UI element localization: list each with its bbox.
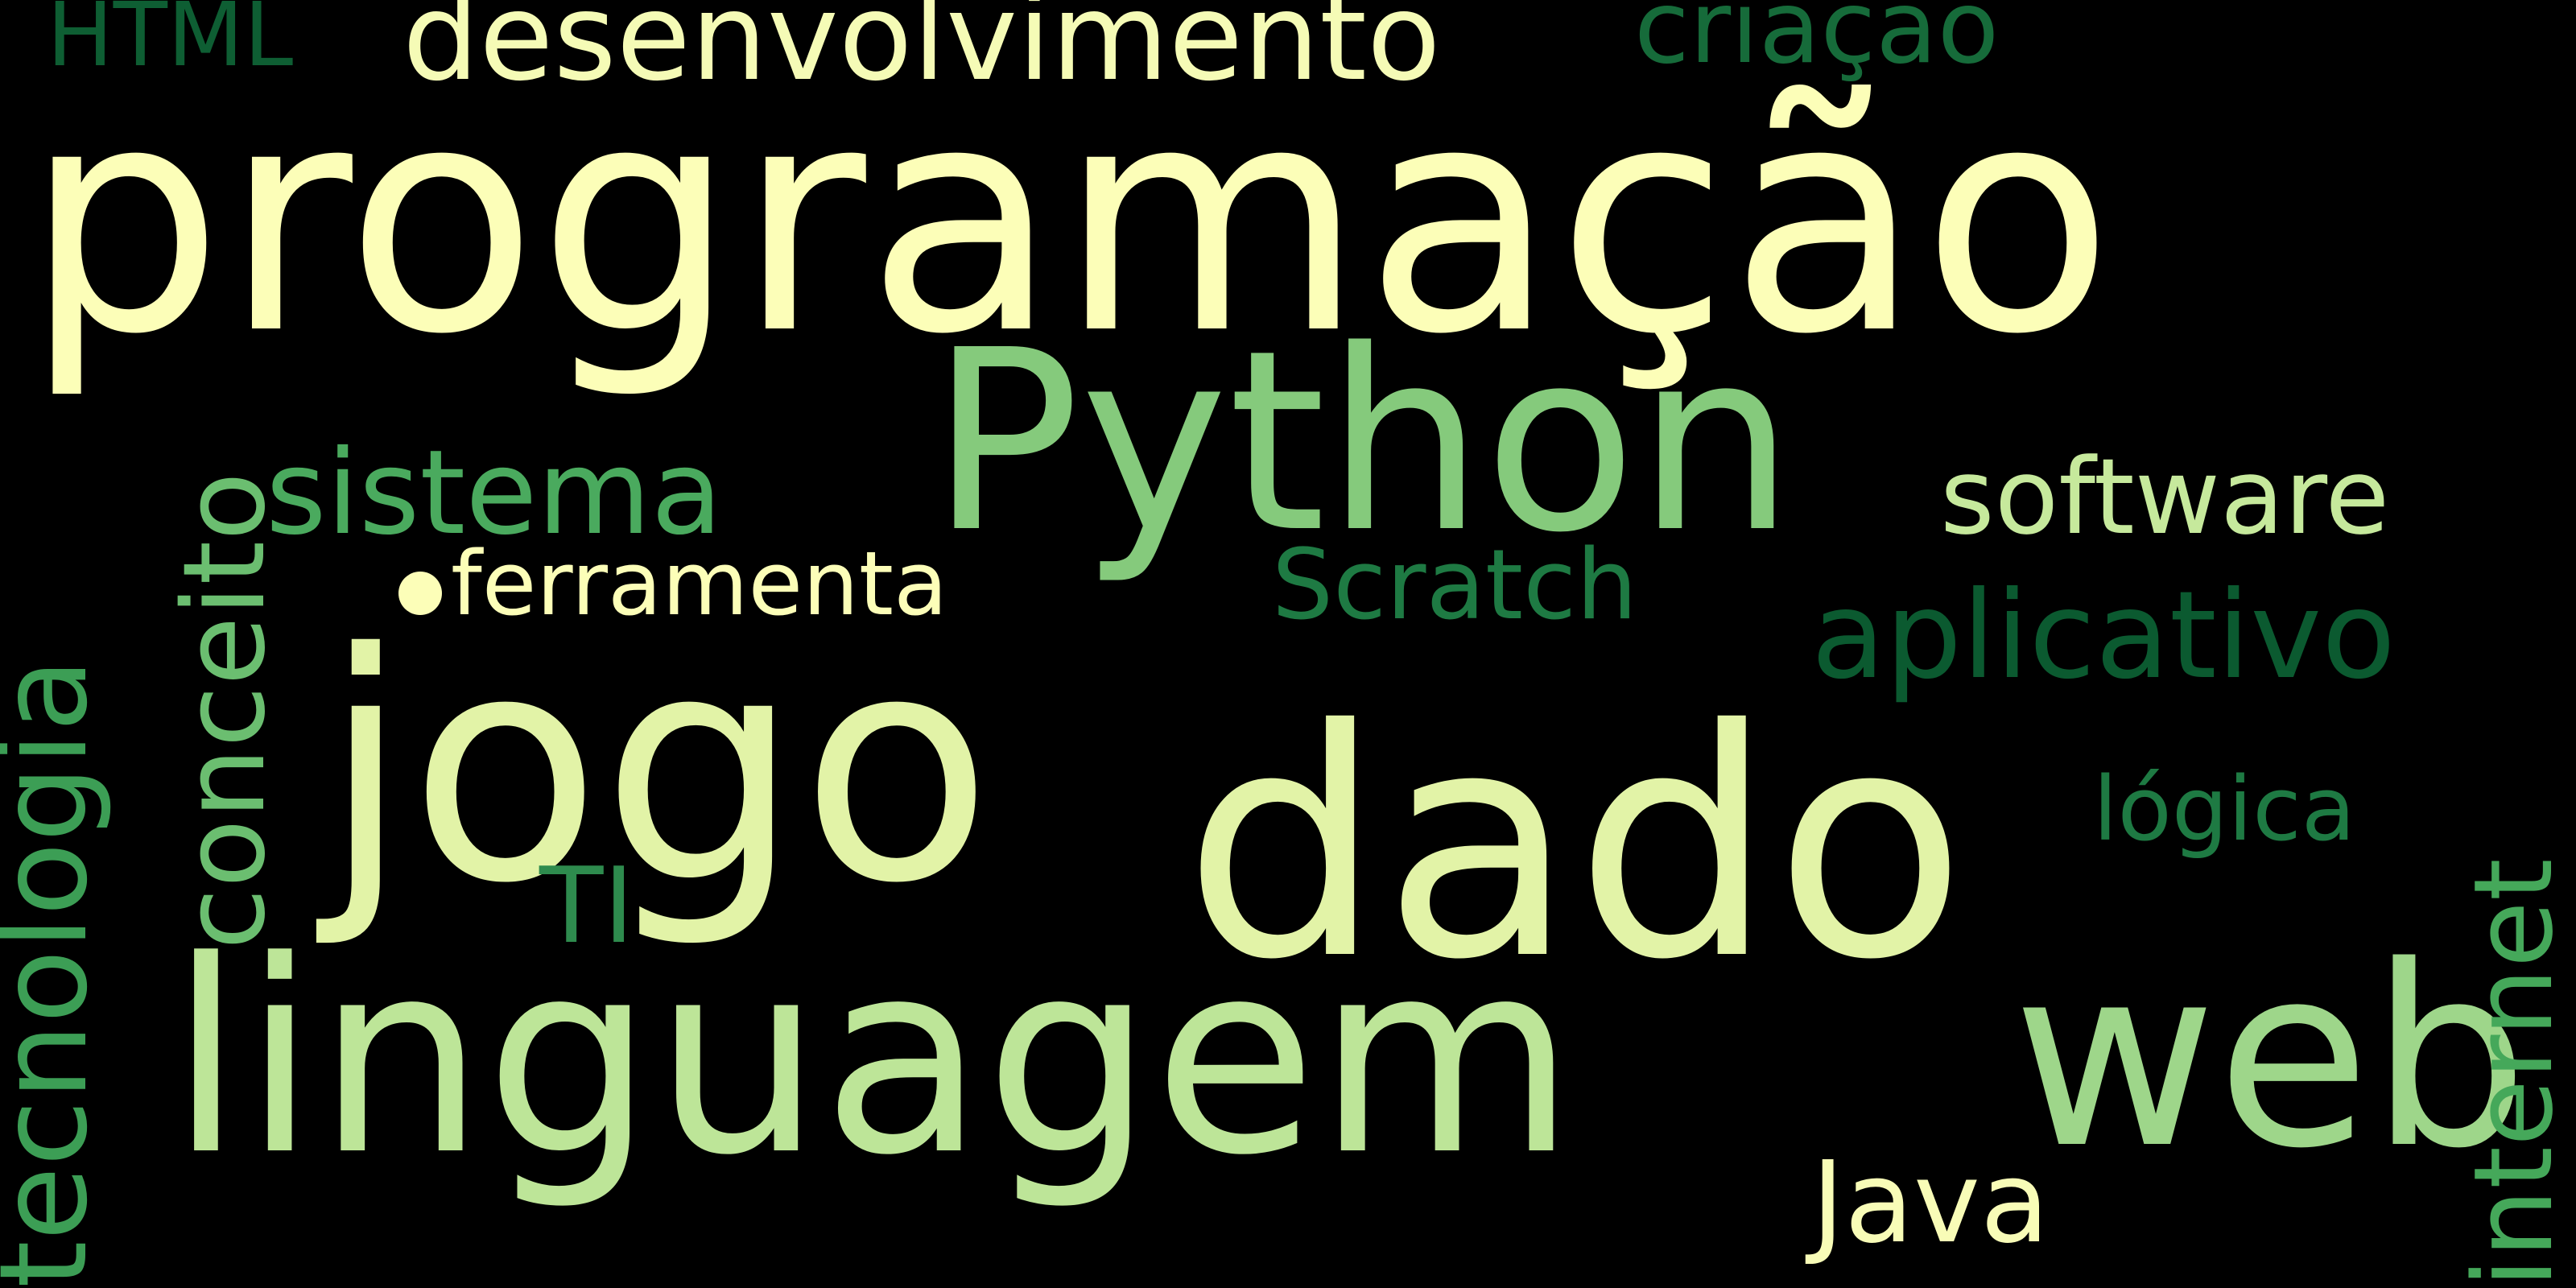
word-dado: dado — [1183, 663, 1967, 1028]
word-python: Python — [930, 297, 1795, 588]
word-web: web — [2013, 913, 2529, 1203]
word-html: HTML — [47, 0, 294, 86]
word-conceito: conceito — [159, 472, 291, 950]
word-desenvolvimento: desenvolvimento — [402, 0, 1441, 108]
word-logica: lógica — [2093, 758, 2356, 861]
word-java: Java — [1811, 1137, 2050, 1269]
word-criacao: criação — [1634, 0, 2000, 86]
word-ferramenta: ferramenta — [451, 532, 948, 635]
word-jogo: jogo — [322, 586, 993, 952]
word-ti: TI — [539, 844, 634, 967]
word-aplicativo: aplicativo — [1811, 566, 2396, 706]
dot-mark — [398, 572, 442, 615]
word-tecnologia: tecnologia — [0, 658, 114, 1288]
word-programacao: programação — [24, 37, 2114, 402]
word-sistema: sistema — [266, 425, 723, 561]
word-internet: internet — [2450, 858, 2576, 1288]
word-scratch: Scratch — [1272, 530, 1638, 642]
word-linguagem: linguagem — [169, 904, 1576, 1213]
word-software: software — [1940, 436, 2390, 558]
